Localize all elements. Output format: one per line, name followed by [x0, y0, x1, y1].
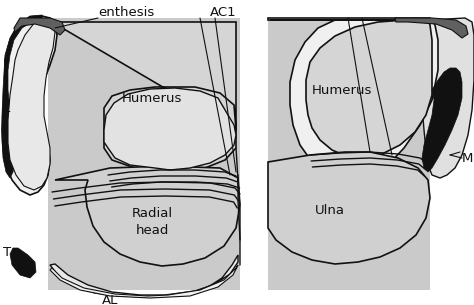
Text: Ulna: Ulna — [315, 203, 345, 217]
Polygon shape — [268, 18, 430, 290]
Polygon shape — [50, 255, 238, 297]
Polygon shape — [8, 18, 55, 190]
Polygon shape — [2, 15, 43, 178]
Text: AC1: AC1 — [210, 5, 237, 19]
Polygon shape — [14, 18, 65, 35]
Text: M: M — [462, 152, 474, 164]
Polygon shape — [48, 18, 240, 290]
Polygon shape — [395, 18, 468, 38]
Text: enthesis: enthesis — [98, 5, 154, 19]
Polygon shape — [104, 88, 236, 170]
Polygon shape — [420, 18, 474, 178]
Text: AL: AL — [102, 293, 118, 305]
Polygon shape — [268, 152, 430, 264]
Polygon shape — [10, 248, 36, 278]
Polygon shape — [2, 16, 57, 195]
Polygon shape — [52, 22, 236, 170]
Text: T: T — [3, 246, 11, 259]
Text: Humerus: Humerus — [312, 84, 372, 96]
Text: L: L — [3, 102, 10, 114]
Polygon shape — [270, 20, 432, 158]
Polygon shape — [422, 68, 462, 172]
Polygon shape — [268, 18, 438, 180]
Text: Radial
head: Radial head — [131, 207, 173, 237]
Polygon shape — [50, 265, 238, 298]
Polygon shape — [55, 166, 240, 266]
Text: Humerus: Humerus — [122, 92, 182, 105]
